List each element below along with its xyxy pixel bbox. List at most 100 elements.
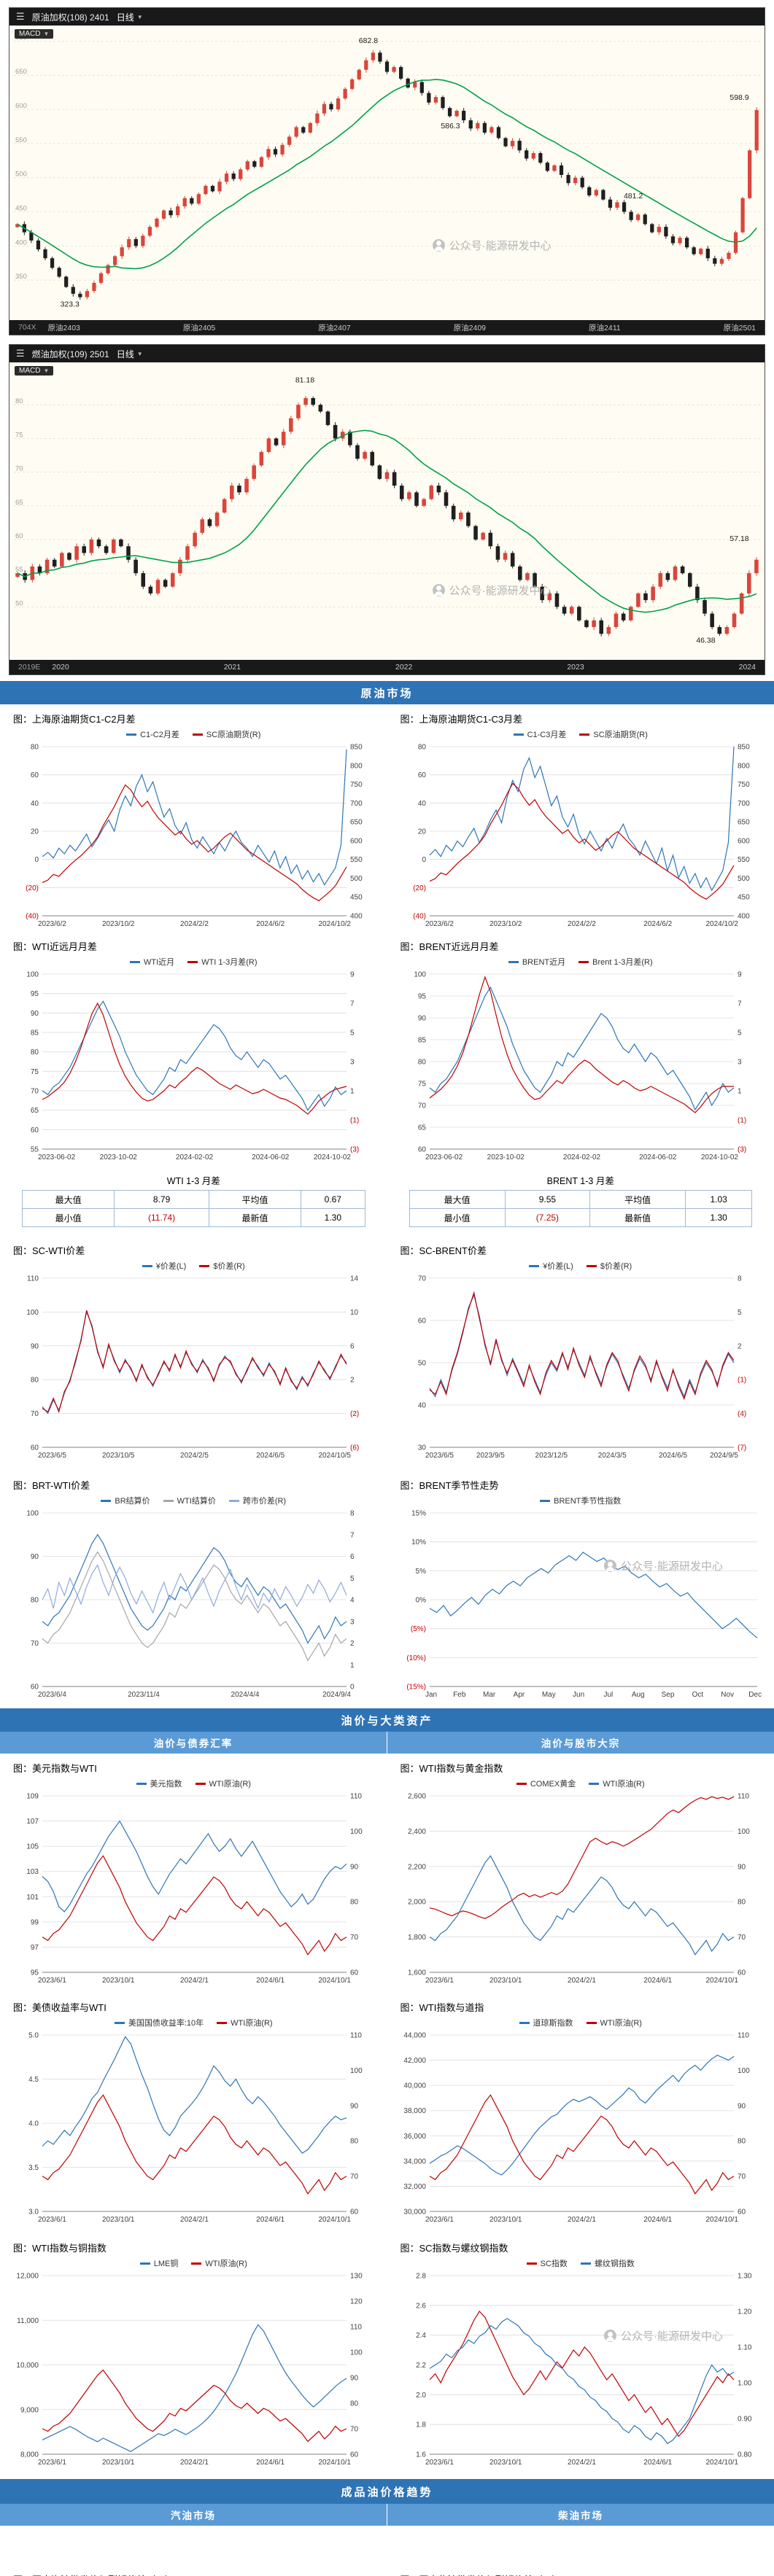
sub-banner-row: 油价与债券汇率 油价与股市大宗 [0, 1732, 774, 1754]
svg-text:Aug: Aug [631, 1691, 644, 1699]
line-chart-svg: 806040200(20)(40)85080075070065060055050… [7, 741, 380, 929]
stat-value: 1.03 [686, 1191, 752, 1209]
series-line [42, 1856, 347, 1955]
indicator-chip[interactable]: MACD ▼ [15, 366, 53, 375]
svg-text:2024/9/5: 2024/9/5 [710, 1452, 738, 1460]
svg-text:65: 65 [31, 1107, 39, 1115]
chart-legend: ¥价差(L)$价差(R) [395, 1259, 767, 1272]
legend-item: WTI原油(R) [217, 2017, 272, 2028]
svg-text:55: 55 [15, 566, 23, 574]
svg-text:2024/2/1: 2024/2/1 [180, 2216, 209, 2224]
chart-legend: BRENT季节性指数 [395, 1494, 767, 1507]
svg-text:60: 60 [31, 1444, 39, 1452]
svg-text:700: 700 [350, 800, 363, 808]
svg-text:95: 95 [31, 1969, 39, 1977]
legend-item: Brent 1-3月差(R) [578, 956, 653, 968]
svg-text:15%: 15% [411, 1510, 425, 1518]
svg-text:90: 90 [738, 1863, 746, 1871]
series-line [430, 2055, 734, 2175]
period-selector[interactable]: 日线 ▼ [117, 11, 143, 23]
svg-text:109: 109 [26, 1793, 39, 1801]
sub-banner-diesel: 柴油市场 [387, 2504, 774, 2526]
svg-text:40: 40 [417, 800, 426, 808]
legend-item: C1-C2月差 [126, 728, 179, 740]
svg-text:5%: 5% [415, 1568, 426, 1576]
svg-text:60: 60 [350, 1969, 359, 1977]
svg-text:400: 400 [15, 238, 27, 246]
svg-text:40: 40 [417, 1402, 426, 1410]
svg-text:38,000: 38,000 [403, 2107, 426, 2115]
svg-text:2,200: 2,200 [407, 1863, 425, 1871]
svg-text:2024/6/1: 2024/6/1 [643, 2459, 672, 2467]
period-selector[interactable]: 日线 ▼ [117, 348, 143, 360]
svg-text:10%: 10% [411, 1538, 425, 1546]
svg-text:95: 95 [31, 990, 39, 998]
svg-text:600: 600 [350, 837, 363, 845]
svg-text:(7): (7) [738, 1444, 746, 1452]
svg-text:Sep: Sep [661, 1691, 674, 1699]
menu-icon[interactable]: ☰ [16, 11, 25, 23]
svg-text:60: 60 [350, 2209, 359, 2217]
svg-text:90: 90 [738, 2102, 746, 2110]
svg-text:60: 60 [31, 1684, 39, 1692]
series-line [430, 987, 734, 1110]
legend-marker [126, 734, 136, 736]
indicator-chip[interactable]: MACD ▼ [15, 29, 53, 39]
svg-text:60: 60 [350, 2451, 359, 2459]
svg-text:650: 650 [738, 819, 750, 827]
series-line [42, 2095, 347, 2194]
svg-text:1.8: 1.8 [416, 2421, 426, 2429]
legend-marker [516, 1783, 527, 1785]
svg-text:110: 110 [350, 2324, 362, 2332]
sub-banner-gasoline: 汽油市场 [0, 2504, 387, 2526]
series-line [430, 1295, 734, 1396]
menu-icon[interactable]: ☰ [16, 348, 25, 359]
legend-item: WTI近月 [130, 956, 174, 968]
stat-value: (11.74) [115, 1209, 209, 1227]
svg-text:2.4: 2.4 [416, 2332, 426, 2340]
svg-text:2023/10/2: 2023/10/2 [102, 920, 135, 928]
svg-text:2,000: 2,000 [407, 1899, 425, 1907]
svg-text:80: 80 [31, 744, 39, 752]
stat-label: 最小值 [23, 1209, 115, 1227]
svg-text:2024/3/5: 2024/3/5 [597, 1452, 626, 1460]
svg-text:130: 130 [350, 2273, 363, 2281]
svg-text:50: 50 [417, 1360, 426, 1368]
svg-text:9: 9 [350, 971, 355, 979]
svg-text:30: 30 [417, 1444, 426, 1452]
stat-value: 8.79 [115, 1191, 209, 1209]
legend-marker [527, 2262, 537, 2265]
svg-text:110: 110 [738, 1793, 749, 1801]
svg-text:100: 100 [26, 1309, 39, 1317]
chart-legend: SC指数螺纹钢指数 [395, 2257, 767, 2270]
svg-text:99: 99 [31, 1918, 39, 1926]
svg-text:90: 90 [350, 1863, 359, 1871]
svg-text:107: 107 [26, 1818, 39, 1826]
svg-text:(1): (1) [350, 1117, 359, 1125]
svg-text:598.9: 598.9 [730, 93, 748, 102]
svg-text:40: 40 [31, 800, 39, 808]
svg-text:97: 97 [31, 1944, 39, 1952]
svg-text:1.20: 1.20 [738, 2308, 752, 2316]
series-line [430, 1797, 734, 1918]
series-line [42, 1565, 347, 1612]
svg-text:60: 60 [31, 1126, 39, 1135]
svg-text:2,600: 2,600 [407, 1793, 425, 1801]
svg-text:Mar: Mar [483, 1691, 496, 1699]
chart-title: 图：WTI近远月月差 [7, 933, 380, 955]
svg-text:2023/10/5: 2023/10/5 [102, 1452, 135, 1460]
chart-title: 图：SC指数与螺纹钢指数 [395, 2235, 767, 2257]
svg-text:2023/11/4: 2023/11/4 [128, 1691, 160, 1699]
svg-text:75: 75 [31, 1068, 39, 1076]
svg-text:500: 500 [15, 171, 27, 179]
legend-item: 跨市价差(R) [229, 1495, 286, 1506]
sub-banner-equity-commodity: 油价与股市大宗 [387, 1732, 774, 1754]
